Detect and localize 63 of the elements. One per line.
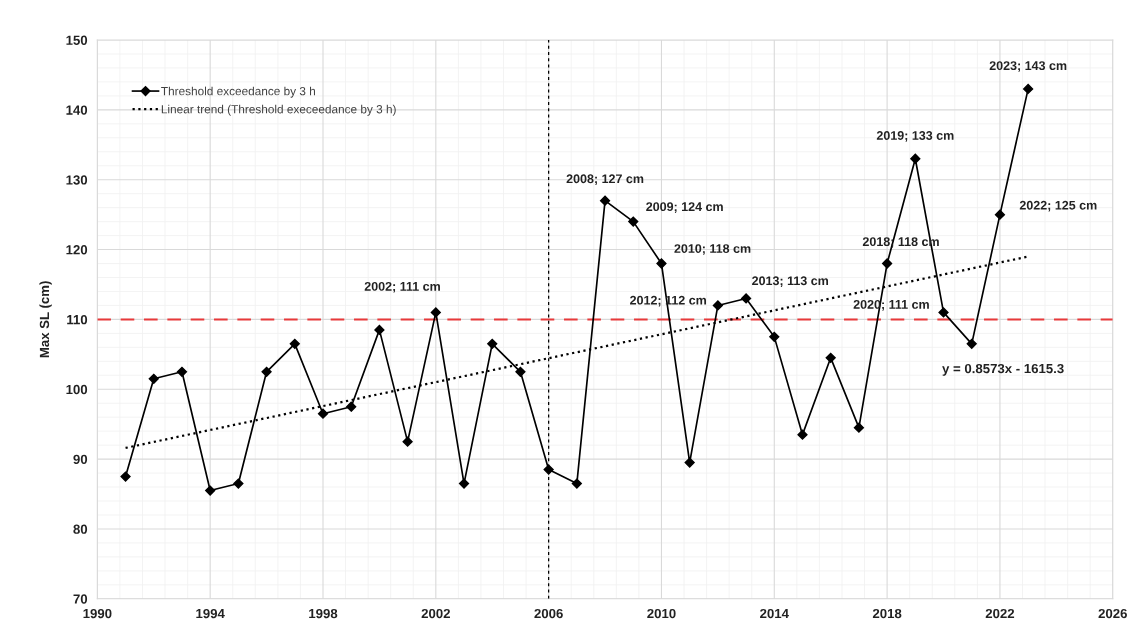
point xyxy=(430,307,441,318)
point xyxy=(205,485,216,496)
point xyxy=(1023,83,1034,95)
data-label: 2023; 143 cm xyxy=(989,61,1067,72)
legend-label: Threshold exceedance by 3 h xyxy=(161,86,315,98)
data-label: 2008; 127 cm xyxy=(566,174,644,185)
point xyxy=(317,408,329,419)
point xyxy=(233,478,244,489)
data-label: 2002; 111 cm xyxy=(364,281,440,293)
x-tick-label: 1990 xyxy=(83,608,112,619)
data-label: 2022; 125 cm xyxy=(1019,200,1097,212)
point xyxy=(994,209,1006,220)
y-tick-label: 110 xyxy=(67,314,88,325)
data-label: 2009; 124 cm xyxy=(646,202,723,213)
y-tick-label: 120 xyxy=(66,245,88,255)
point xyxy=(346,401,357,412)
x-tick-label: 1994 xyxy=(196,608,225,619)
point xyxy=(176,366,188,377)
legend-label: Linear trend (Threshold execeedance by 3 h) xyxy=(161,104,396,116)
point xyxy=(712,300,723,311)
point xyxy=(571,478,582,489)
x-tick-label: 1998 xyxy=(309,608,338,619)
x-tick-label: 2018 xyxy=(872,608,902,619)
data-label: 2013; 113 cm xyxy=(752,276,829,287)
point xyxy=(966,338,977,349)
y-tick-label: 90 xyxy=(73,454,88,465)
x-tick-label: 2026 xyxy=(1098,608,1127,619)
x-tick-label: 2006 xyxy=(534,608,563,619)
point xyxy=(825,352,836,363)
point xyxy=(515,366,526,377)
point xyxy=(261,366,272,377)
point xyxy=(656,258,667,269)
data-label: 2010; 118 cm xyxy=(674,244,751,255)
point xyxy=(599,195,611,206)
point xyxy=(769,331,780,342)
point xyxy=(684,457,695,468)
point xyxy=(543,464,554,475)
point xyxy=(853,422,865,433)
point xyxy=(289,338,300,349)
point xyxy=(628,216,639,227)
y-tick-label: 80 xyxy=(73,524,88,534)
y-tick-label: 100 xyxy=(66,384,88,395)
point xyxy=(120,471,131,482)
x-tick-label: 2014 xyxy=(760,608,789,619)
y-tick-label: 150 xyxy=(66,35,88,45)
point xyxy=(148,373,159,384)
point xyxy=(740,293,752,304)
data-label: 2019; 133 cm xyxy=(876,131,954,142)
point xyxy=(487,338,498,349)
y-tick-label: 70 xyxy=(73,594,88,604)
x-tick-label: 2002 xyxy=(421,608,450,619)
point xyxy=(938,307,949,318)
annotation: y = 0.8573x - 1615.3 xyxy=(942,363,1064,376)
y-tick-label: 130 xyxy=(66,175,88,185)
y-tick-label: 140 xyxy=(66,105,88,115)
point xyxy=(881,258,893,269)
point xyxy=(402,436,413,447)
x-tick-label: 2022 xyxy=(985,608,1015,619)
y-axis-title: Max SL (cm) xyxy=(39,281,52,358)
point xyxy=(910,153,921,164)
x-tick-label: 2010 xyxy=(647,608,676,619)
point xyxy=(797,429,808,440)
point xyxy=(374,324,385,335)
